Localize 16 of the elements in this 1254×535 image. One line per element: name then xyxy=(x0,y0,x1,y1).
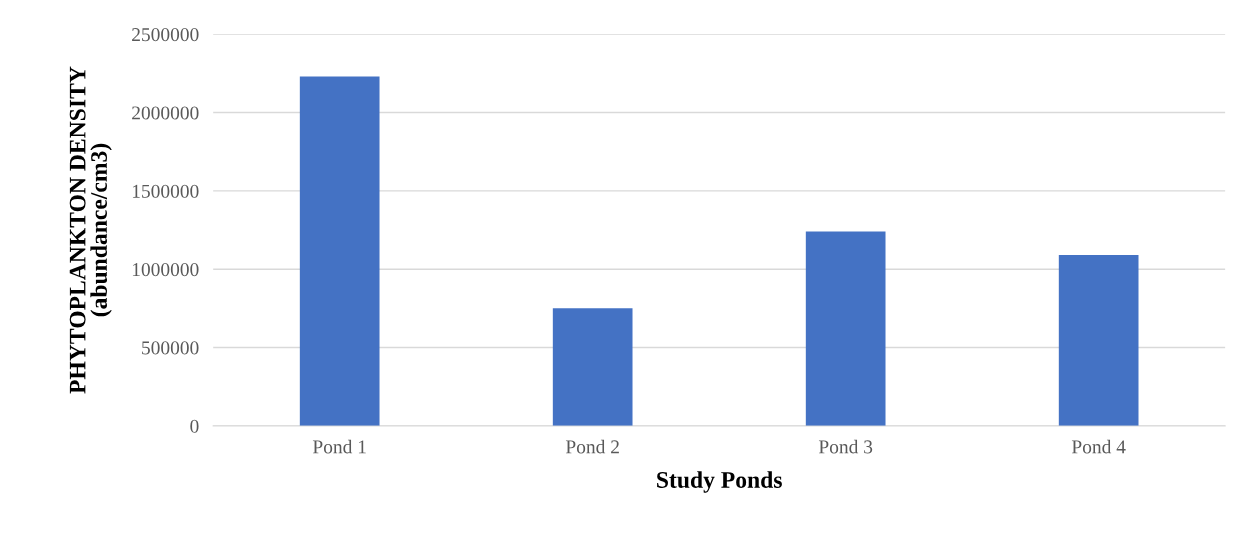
y-tick-label: 0 xyxy=(190,419,199,433)
y-tick-label: 1500000 xyxy=(132,184,199,198)
x-tick-label: Pond 2 xyxy=(565,439,619,454)
y-tick-label: 500000 xyxy=(142,341,199,355)
x-tick-label: Pond 1 xyxy=(312,439,366,454)
y-tick-label: 1000000 xyxy=(132,263,199,277)
y-axis-title: PHYTOPLANKTON DENSITY (abundance/cm3) xyxy=(69,66,112,394)
y-tick-label: 2500000 xyxy=(132,28,199,42)
y-tick-label: 2000000 xyxy=(132,106,199,120)
bar xyxy=(805,231,886,426)
x-tick-label: Pond 4 xyxy=(1071,439,1126,454)
bar xyxy=(1058,255,1139,426)
bar xyxy=(552,308,633,426)
x-tick-label: Pond 3 xyxy=(818,439,873,454)
bar xyxy=(299,76,380,426)
x-axis-title: Study Ponds xyxy=(657,471,782,493)
